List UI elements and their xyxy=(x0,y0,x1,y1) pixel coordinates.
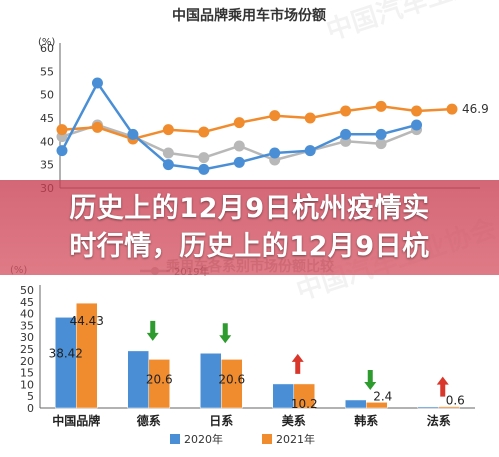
line-chart-title: 中国品牌乘用车市场份额 xyxy=(172,7,326,24)
bar-chart-ytick: 0 xyxy=(27,402,34,415)
line-point-orange xyxy=(233,117,245,129)
line-point-blue xyxy=(375,128,387,140)
bar-category-label: 法系 xyxy=(427,413,451,428)
bar-chart-ytick: 20 xyxy=(20,355,34,368)
arrow-down-icon xyxy=(219,323,232,344)
arrow-down-icon xyxy=(364,369,377,390)
arrow-down-icon xyxy=(146,320,159,341)
line-chart-ytick: 35 xyxy=(40,159,54,172)
bar-legend-swatch-2021 xyxy=(262,434,272,444)
line-chart-ytick: 50 xyxy=(40,89,54,102)
bar-category-label: 美系 xyxy=(282,413,306,428)
line-point-orange xyxy=(375,100,387,112)
bar-orange xyxy=(438,406,460,409)
bar-blue xyxy=(55,317,77,409)
line-chart-ytick: 45 xyxy=(40,112,54,125)
line-point-blue xyxy=(269,147,281,159)
arrow-up-icon xyxy=(291,353,304,374)
line-point-orange xyxy=(446,103,458,115)
line-point-blue xyxy=(127,128,139,140)
line-point-blue xyxy=(411,119,423,131)
bar-chart-ytick: 40 xyxy=(20,308,34,321)
arrow-up-icon xyxy=(436,376,449,397)
line-point-gray xyxy=(375,138,387,150)
line-point-orange xyxy=(91,121,103,133)
bar-category-label: 日系 xyxy=(209,413,233,428)
bar-category-label: 中国品牌 xyxy=(52,413,100,428)
bar-data-label: 20.6 xyxy=(218,372,245,386)
line-point-blue xyxy=(340,128,352,140)
bar-chart-ytick: 45 xyxy=(20,296,34,309)
bar-data-label: 2.4 xyxy=(373,389,392,403)
bar-orange xyxy=(366,402,388,409)
bar-legend-label-2021: 2021年 xyxy=(276,432,315,446)
line-series-orange xyxy=(61,105,453,141)
line-point-orange xyxy=(162,124,174,136)
watermark-top: 中国汽车工业协 xyxy=(323,0,499,47)
bar-data-label: 38.42 xyxy=(49,346,83,360)
bar-data-label: 44.43 xyxy=(70,314,104,328)
bar-chart-ytick: 15 xyxy=(20,367,34,380)
line-chart-ytick: 40 xyxy=(40,135,54,148)
bar-orange xyxy=(221,359,243,409)
line-point-blue xyxy=(233,156,245,168)
banner-line-1: 历史上的12月9日杭州疫情实 xyxy=(69,193,430,224)
line-end-label: 46.9 xyxy=(462,102,489,116)
line-point-blue xyxy=(304,145,316,157)
bar-chart-ytick: 5 xyxy=(27,390,34,403)
line-point-gray xyxy=(198,152,210,164)
line-point-blue xyxy=(91,77,103,89)
bar-data-label: 10.2 xyxy=(291,397,318,411)
bar-orange xyxy=(293,383,315,409)
bar-data-label: 0.6 xyxy=(446,394,465,408)
line-chart-ytick: 60 xyxy=(40,42,54,55)
bar-category-label: 韩系 xyxy=(354,413,378,428)
bar-legend-swatch-2020 xyxy=(170,434,180,444)
line-point-orange xyxy=(411,105,423,117)
bar-chart-ytick: 25 xyxy=(20,343,34,356)
bar-orange xyxy=(76,302,98,409)
bar-legend-label-2020: 2020年 xyxy=(184,432,223,446)
bar-orange xyxy=(148,359,170,409)
line-point-orange xyxy=(56,124,68,136)
bar-blue xyxy=(345,399,367,409)
line-chart-ytick: 55 xyxy=(40,65,54,78)
banner-line-2: 时行情，历史上的12月9日杭 xyxy=(69,231,430,262)
line-point-orange xyxy=(340,105,352,117)
bar-chart-ytick: 30 xyxy=(20,331,34,344)
bar-chart-ytick: 50 xyxy=(20,284,34,297)
line-point-blue xyxy=(162,159,174,171)
bar-chart-ytick: 10 xyxy=(20,378,34,391)
line-point-blue xyxy=(198,163,210,175)
line-point-blue xyxy=(56,145,68,157)
line-point-orange xyxy=(198,126,210,138)
line-chart-ylabel: (%) xyxy=(38,37,55,48)
line-point-gray xyxy=(162,147,174,159)
bar-data-label: 20.6 xyxy=(146,372,173,386)
title-banner xyxy=(0,180,499,275)
line-point-gray xyxy=(233,140,245,152)
line-point-orange xyxy=(269,110,281,122)
bar-category-label: 德系 xyxy=(137,413,161,428)
bar-chart-ytick: 35 xyxy=(20,319,34,332)
line-point-orange xyxy=(304,112,316,124)
banner-headline: 历史上的12月9日杭州疫情实 时行情，历史上的12月9日杭 xyxy=(0,190,499,266)
bar-blue xyxy=(417,406,439,409)
